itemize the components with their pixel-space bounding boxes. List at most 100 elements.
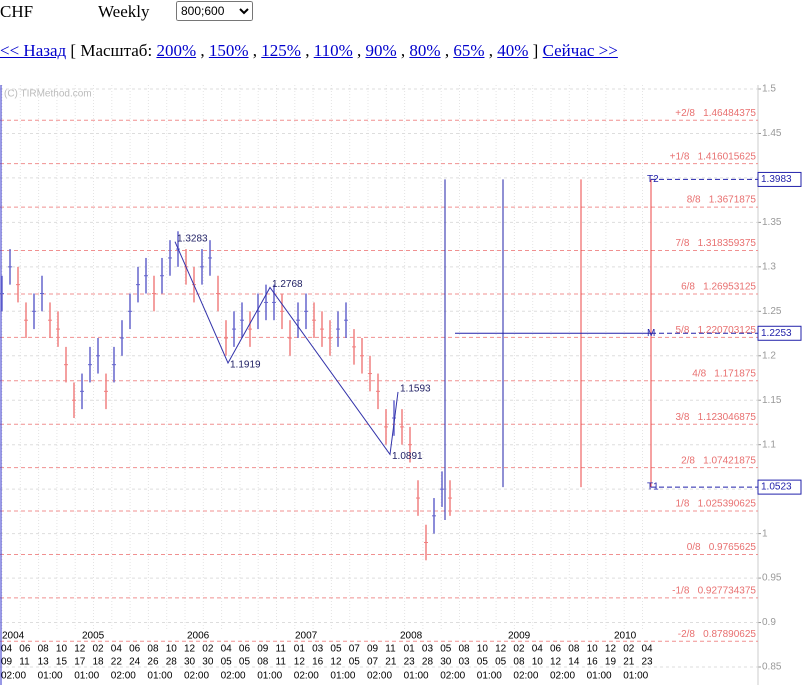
y-tick-label: 1 — [762, 528, 768, 539]
time-label: 01:00 — [477, 671, 502, 682]
day-label: 05 — [349, 657, 361, 668]
day-label: 03 — [459, 657, 471, 668]
day-label: 30 — [202, 657, 214, 668]
scale-link[interactable]: 200% — [156, 41, 197, 60]
target-box — [757, 171, 802, 187]
time-label: 01:00 — [330, 671, 355, 682]
year-label: 2005 — [82, 631, 105, 642]
day-label: 24 — [129, 657, 141, 668]
y-tick-label: 0.95 — [762, 573, 782, 584]
size-select[interactable]: 800;600 — [176, 1, 253, 21]
level-value: 1.3671875 — [709, 195, 757, 206]
target-box — [757, 479, 802, 495]
month-label: 08 — [38, 644, 50, 655]
month-label: 03 — [312, 644, 324, 655]
scale-link[interactable]: 40% — [497, 41, 529, 60]
month-label: 08 — [568, 644, 580, 655]
month-label: 12 — [184, 644, 196, 655]
zigzag-label: 1.3283 — [177, 233, 208, 244]
day-label: 08 — [257, 657, 269, 668]
scale-link[interactable]: 110% — [313, 41, 353, 60]
now-link[interactable]: Сейчас >> — [542, 41, 618, 60]
y-tick-label: 1.25 — [762, 306, 782, 317]
level-name: 1/8 — [675, 499, 689, 510]
time-label: 02:00 — [550, 671, 575, 682]
month-label: 06 — [239, 644, 251, 655]
scale-link[interactable]: 90% — [365, 41, 397, 60]
scale-link[interactable]: 80% — [409, 41, 441, 60]
zigzag — [174, 241, 399, 456]
target-box — [757, 325, 802, 341]
month-label: 09 — [367, 644, 379, 655]
month-label: 06 — [19, 644, 31, 655]
y-tick-label: 1.45 — [762, 128, 782, 139]
month-label: 05 — [330, 644, 342, 655]
target-value: 1.2253 — [761, 328, 792, 339]
back-link[interactable]: << Назад — [0, 41, 67, 60]
level-name: 7/8 — [675, 238, 689, 249]
day-label: 09 — [1, 657, 13, 668]
day-label: 22 — [111, 657, 123, 668]
month-label: 10 — [56, 644, 68, 655]
time-label: 02:00 — [367, 671, 392, 682]
day-label: 13 — [38, 657, 50, 668]
level-value: 1.07421875 — [703, 455, 756, 466]
month-label: 04 — [532, 644, 544, 655]
month-label: 08 — [147, 644, 159, 655]
month-label: 01 — [294, 644, 306, 655]
day-label: 11 — [19, 657, 30, 668]
target-name: M — [647, 328, 655, 339]
level-value: 1.416015625 — [698, 151, 757, 162]
month-label: 02 — [623, 644, 635, 655]
level-value: 0.9765625 — [709, 542, 757, 553]
month-label: 04 — [642, 644, 654, 655]
time-label: 01:00 — [147, 671, 172, 682]
month-label: 12 — [495, 644, 507, 655]
year-label: 2006 — [187, 631, 210, 642]
scale-link[interactable]: 150% — [208, 41, 249, 60]
level-name: -1/8 — [672, 586, 690, 597]
day-label: 08 — [513, 657, 525, 668]
month-label: 12 — [74, 644, 86, 655]
year-label: 2009 — [508, 631, 531, 642]
y-tick-label: 1.35 — [762, 217, 782, 228]
day-label: 05 — [477, 657, 489, 668]
day-label: 15 — [56, 657, 68, 668]
target-name: T2 — [647, 174, 659, 185]
month-label: 12 — [605, 644, 617, 655]
month-label: 06 — [129, 644, 141, 655]
month-label: 08 — [459, 644, 471, 655]
month-label: 04 — [111, 644, 123, 655]
year-label: 2010 — [614, 631, 637, 642]
y-tick-label: 0.9 — [762, 617, 776, 628]
level-value: 0.87890625 — [703, 629, 756, 640]
scale-link[interactable]: 125% — [261, 41, 301, 60]
bracket: ] — [532, 41, 539, 60]
day-label: 14 — [568, 657, 580, 668]
year-label: 2004 — [2, 631, 25, 642]
scale-link[interactable]: 65% — [453, 41, 485, 60]
level-name: 6/8 — [681, 282, 695, 293]
day-label: 12 — [330, 657, 342, 668]
month-label: 06 — [550, 644, 562, 655]
day-label: 12 — [294, 657, 306, 668]
level-name: +2/8 — [675, 108, 695, 119]
level-value: 1.46484375 — [703, 108, 756, 119]
level-name: 8/8 — [687, 195, 701, 206]
day-label: 21 — [623, 657, 635, 668]
y-tick-label: 1.2 — [762, 350, 776, 361]
month-label: 09 — [257, 644, 269, 655]
nav: << Назад [ Масштаб: 200% , 150% , 125% ,… — [0, 41, 618, 61]
day-label: 19 — [605, 657, 617, 668]
separator: , — [200, 41, 205, 60]
level-name: 5/8 — [675, 325, 689, 336]
day-label: 05 — [221, 657, 233, 668]
time-label: 01:00 — [38, 671, 63, 682]
time-label: 02:00 — [111, 671, 136, 682]
month-label: 05 — [440, 644, 452, 655]
month-label: 03 — [422, 644, 434, 655]
level-value: 1.318359375 — [698, 238, 757, 249]
day-label: 26 — [147, 657, 159, 668]
day-label: 23 — [404, 657, 416, 668]
